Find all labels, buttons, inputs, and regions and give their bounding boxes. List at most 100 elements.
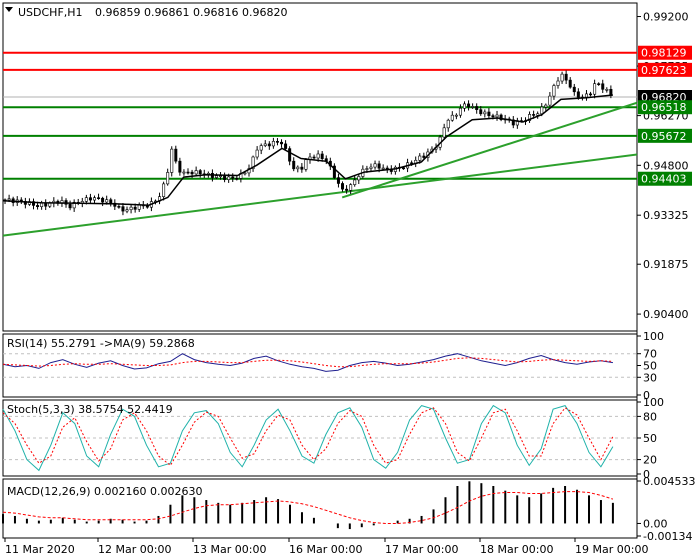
moving-average-line	[2, 94, 613, 206]
bull-candle	[214, 175, 218, 178]
time-tick-label: 18 Mar 00:00	[480, 543, 553, 556]
bull-candle	[182, 171, 186, 174]
macd-label: MACD(12,26,9) 0.002160 0.002630	[7, 485, 203, 498]
bear-candle	[186, 171, 190, 174]
rsi-tick-label: 0	[643, 389, 650, 402]
support-level-value: 0.96518	[641, 101, 687, 114]
bull-candle	[593, 83, 597, 95]
bear-candle	[97, 197, 101, 199]
bear-candle	[275, 141, 279, 143]
time-tick-label: 17 Mar 00:00	[385, 543, 458, 556]
bear-candle	[36, 205, 40, 207]
bull-candle	[556, 80, 560, 86]
bull-candle	[255, 149, 259, 158]
bear-candle	[31, 201, 35, 206]
rsi-tick-label: 30	[643, 371, 657, 384]
bear-candle	[292, 160, 296, 170]
bull-candle	[373, 163, 377, 168]
macd-pane: 0.004533 0.00-0.00134	[2, 475, 696, 543]
bear-candle	[288, 148, 292, 162]
bull-candle	[304, 159, 308, 170]
bull-candle	[271, 141, 275, 147]
bull-candle	[7, 198, 11, 201]
bear-candle	[280, 141, 284, 145]
bull-candle	[357, 176, 361, 181]
trendline	[341, 101, 638, 199]
bear-candle	[235, 177, 239, 180]
bear-candle	[231, 176, 235, 179]
bear-candle	[572, 86, 576, 93]
bull-candle	[84, 197, 88, 202]
bear-candle	[491, 115, 495, 118]
bull-candle	[560, 73, 564, 82]
bear-candle	[68, 204, 72, 209]
bear-candle	[44, 202, 48, 207]
bear-candle	[475, 106, 479, 110]
symbol-label: USDCHF,H1	[18, 6, 83, 19]
bear-candle	[223, 175, 227, 180]
bull-candle	[536, 113, 540, 116]
bull-candle	[243, 172, 247, 175]
bull-candle	[454, 114, 458, 117]
time-tick-label: 13 Mar 00:00	[193, 543, 266, 556]
bear-candle	[198, 170, 202, 175]
bull-candle	[316, 153, 320, 159]
stoch-tick-label: 80	[643, 410, 657, 423]
bear-candle	[300, 166, 304, 170]
bear-candle	[284, 143, 288, 149]
price-tick-label: 0.90400	[643, 308, 689, 321]
bull-candle	[40, 202, 44, 207]
support-level-tag	[638, 100, 692, 115]
bull-candle	[483, 111, 487, 115]
bull-candle	[584, 93, 588, 98]
resistance-level-value: 0.97623	[641, 64, 687, 77]
dropdown-triangle-icon[interactable]	[5, 7, 13, 12]
bear-candle	[312, 156, 316, 159]
resistance-level-tag	[638, 62, 692, 77]
bear-candle	[336, 177, 340, 184]
bear-candle	[479, 109, 483, 115]
stoch-label: Stoch(5,3,3) 38.5754 52.4419	[7, 403, 173, 416]
price-level-tags: 0.981290.976230.968200.965180.956720.944…	[638, 45, 692, 186]
bear-candle	[345, 188, 349, 191]
bull-candle	[166, 172, 170, 185]
bear-candle	[597, 83, 601, 86]
bull-candle	[552, 85, 556, 97]
price-tick-label: 0.91875	[643, 258, 689, 271]
stoch-tick-label: 100	[643, 396, 664, 409]
bear-candle	[402, 167, 406, 170]
support-level-value: 0.94403	[641, 173, 687, 186]
bear-candle	[568, 79, 572, 88]
bear-candle	[601, 83, 605, 90]
support-level-tag	[638, 171, 692, 186]
bear-candle	[576, 91, 580, 98]
bull-candle	[194, 170, 198, 175]
bear-candle	[190, 171, 194, 175]
bear-candle	[422, 155, 426, 158]
bull-candle	[349, 184, 353, 191]
stoch-series-line	[2, 404, 614, 472]
bear-candle	[341, 183, 345, 190]
bull-candle	[495, 114, 499, 118]
bull-candle	[442, 127, 446, 138]
resistance-level-tag	[638, 45, 692, 60]
price-tick-label: 0.93325	[643, 209, 689, 222]
time-tick-label: 11 Mar 2020	[5, 543, 75, 556]
bear-candle	[487, 111, 491, 116]
bear-candle	[320, 153, 324, 159]
time-tick-label: 16 Mar 00:00	[289, 543, 362, 556]
bull-candle	[365, 168, 369, 170]
macd-tick-label: 0.00	[643, 517, 668, 530]
bull-candle	[381, 167, 385, 170]
ohlc-readout: 0.96859 0.96861 0.96816 0.96820	[95, 6, 287, 19]
bull-candle	[418, 155, 422, 161]
bull-candle	[458, 107, 462, 116]
time-tick-label: 12 Mar 00:00	[98, 543, 171, 556]
bull-candle	[446, 119, 450, 129]
bull-candle	[227, 176, 231, 180]
bear-candle	[467, 103, 471, 108]
bear-candle	[267, 143, 271, 147]
bull-candle	[471, 106, 475, 108]
